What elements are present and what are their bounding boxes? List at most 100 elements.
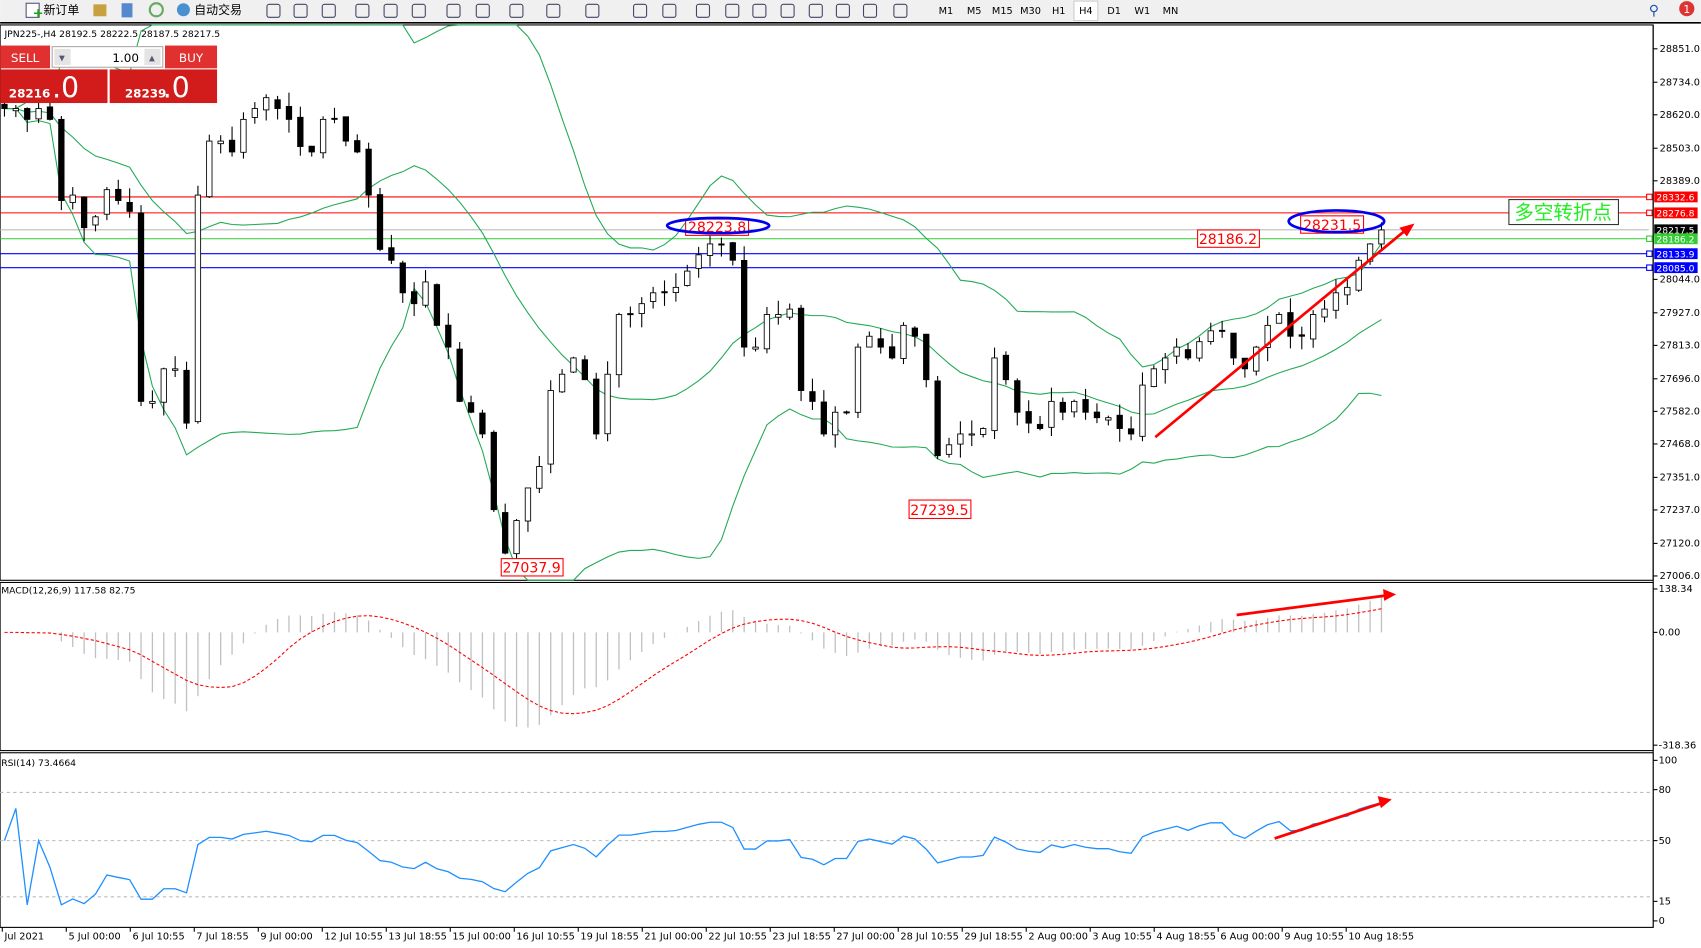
trendline-icon[interactable] [752,3,767,18]
candle[interactable] [160,368,167,403]
candle[interactable] [1264,324,1271,348]
line-handle[interactable] [1646,250,1653,257]
candle[interactable] [399,262,406,294]
candle[interactable] [354,140,361,153]
crosshair-icon[interactable] [662,3,677,18]
candle[interactable] [297,116,304,147]
candle[interactable] [103,189,111,215]
candle[interactable] [92,216,99,226]
candle[interactable] [183,369,190,424]
candle[interactable] [137,212,145,402]
candle[interactable] [1378,229,1385,245]
candle[interactable] [342,116,350,142]
candle[interactable] [149,400,156,404]
candle[interactable] [1071,400,1078,413]
candle[interactable] [1298,334,1305,337]
candle[interactable] [843,411,850,414]
candle[interactable] [570,357,577,373]
candle[interactable] [547,390,554,465]
candle[interactable] [1002,354,1010,381]
candle[interactable] [69,194,76,203]
candle[interactable] [854,346,862,413]
candle[interactable] [1093,411,1101,419]
candle[interactable] [775,314,782,318]
candle[interactable] [900,324,907,359]
candle[interactable] [1230,332,1237,359]
candle[interactable] [274,99,281,109]
candle[interactable] [46,106,54,120]
timeframe-M1[interactable]: M1 [939,6,954,17]
timeframe-M15[interactable]: M15 [992,6,1013,17]
candle[interactable] [12,108,19,112]
candle[interactable] [285,106,293,120]
line-handle[interactable] [1646,209,1653,217]
candle[interactable] [945,444,953,455]
line-handle[interactable] [1646,264,1653,271]
candle[interactable] [1105,417,1112,421]
channel-icon[interactable] [780,3,795,18]
volume-decrease-button[interactable] [54,48,71,66]
candle[interactable] [980,428,987,435]
candle[interactable] [797,307,805,391]
candle[interactable] [1059,401,1066,413]
annotation-low2[interactable]: 27239.5 [908,499,972,519]
line-handle[interactable] [1646,235,1653,243]
candle[interactable] [1048,400,1055,428]
candle[interactable] [308,145,315,153]
candle[interactable] [763,314,771,350]
rsi-pane[interactable]: RSI(14) 73.4664 100 80 50 15 0 [0,752,1677,928]
candle[interactable] [968,433,975,436]
candle[interactable] [240,118,247,153]
volume-increase-button[interactable] [144,48,161,66]
candle[interactable] [1,103,8,109]
candle[interactable] [467,402,475,413]
candle[interactable] [718,243,725,246]
fibonacci-icon[interactable] [808,3,823,18]
candle[interactable] [524,487,532,522]
bar-chart-icon[interactable] [266,3,281,18]
candle[interactable] [1116,414,1123,429]
candle[interactable] [866,335,873,348]
candle[interactable] [911,327,919,337]
candle[interactable] [615,314,623,376]
server-icon[interactable] [121,3,133,18]
macd-arrow[interactable] [1236,588,1397,617]
candle[interactable] [410,291,418,305]
candle[interactable] [809,391,816,402]
candle[interactable] [1127,428,1135,435]
candle[interactable] [695,254,702,269]
candle[interactable] [1207,330,1214,342]
candle[interactable] [923,333,930,381]
candle[interactable] [35,108,42,120]
timeframe-W1[interactable]: W1 [1134,6,1150,17]
trend-arrow[interactable] [1154,223,1415,439]
candle[interactable] [217,140,224,145]
candle[interactable] [888,346,896,359]
cursor-icon[interactable] [633,3,648,18]
timeframe-M30[interactable]: M30 [1020,6,1041,17]
candle[interactable] [1025,411,1032,424]
candle[interactable] [741,259,748,348]
candle[interactable] [433,284,441,326]
candle[interactable] [115,188,122,201]
timeframe-D1[interactable]: D1 [1107,6,1121,17]
sell-button[interactable] [0,45,51,69]
arrows-icon[interactable] [893,3,908,18]
candle[interactable] [536,466,543,489]
candle[interactable] [786,308,793,318]
candle[interactable] [126,201,133,212]
candle[interactable] [934,380,941,457]
candle[interactable] [263,97,270,111]
candle[interactable] [1173,346,1180,357]
horizontal-line-icon[interactable] [725,3,740,18]
candle[interactable] [1184,349,1192,359]
candle[interactable] [502,512,509,554]
candle[interactable] [706,243,714,256]
candle[interactable] [661,291,668,294]
sell-price-button[interactable] [0,69,108,104]
zoom-in-icon[interactable] [355,3,370,18]
candle[interactable] [649,292,657,302]
macd-pane[interactable]: MACD(12,26,9) 117.58 82.75 138.34 0.00 -31… [0,581,1696,751]
candle[interactable] [206,140,213,198]
annotation-level[interactable]: 28186.2 [1197,229,1260,248]
